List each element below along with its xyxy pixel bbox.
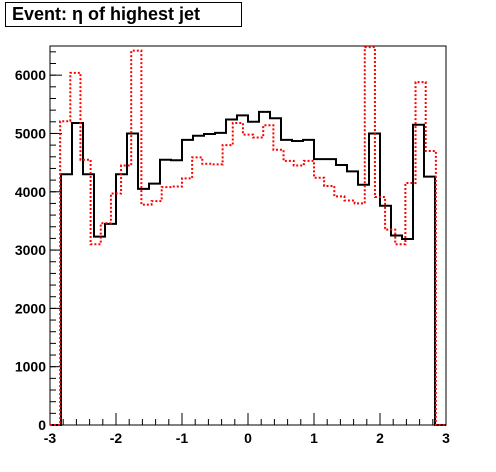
chart-title: Event: η of highest jet (5, 2, 242, 27)
x-tick-label: 3 (442, 430, 450, 446)
y-tick-label: 1000 (15, 359, 46, 375)
y-axis: 0 1000 2000 3000 4000 5000 6000 (15, 51, 62, 433)
y-tick-label: 4000 (15, 184, 46, 200)
plot-frame (49, 45, 447, 426)
y-tick-label: 5000 (15, 125, 46, 141)
x-tick-label: -2 (110, 430, 123, 446)
x-tick-label: 2 (376, 430, 384, 446)
x-axis: -3 -2 -1 0 1 2 3 (44, 413, 450, 446)
x-tick-label: -1 (176, 430, 189, 446)
y-tick-label: 3000 (15, 242, 46, 258)
x-tick-label: 1 (310, 430, 318, 446)
x-tick-label: -3 (44, 430, 57, 446)
series-red-dotted-line (50, 46, 446, 426)
x-tick-label: 0 (244, 430, 252, 446)
y-tick-label: 2000 (15, 300, 46, 316)
y-tick-label: 6000 (15, 67, 46, 83)
y-tick-label: 0 (38, 417, 46, 433)
series-black-line (50, 110, 446, 426)
series-layer (50, 46, 446, 426)
